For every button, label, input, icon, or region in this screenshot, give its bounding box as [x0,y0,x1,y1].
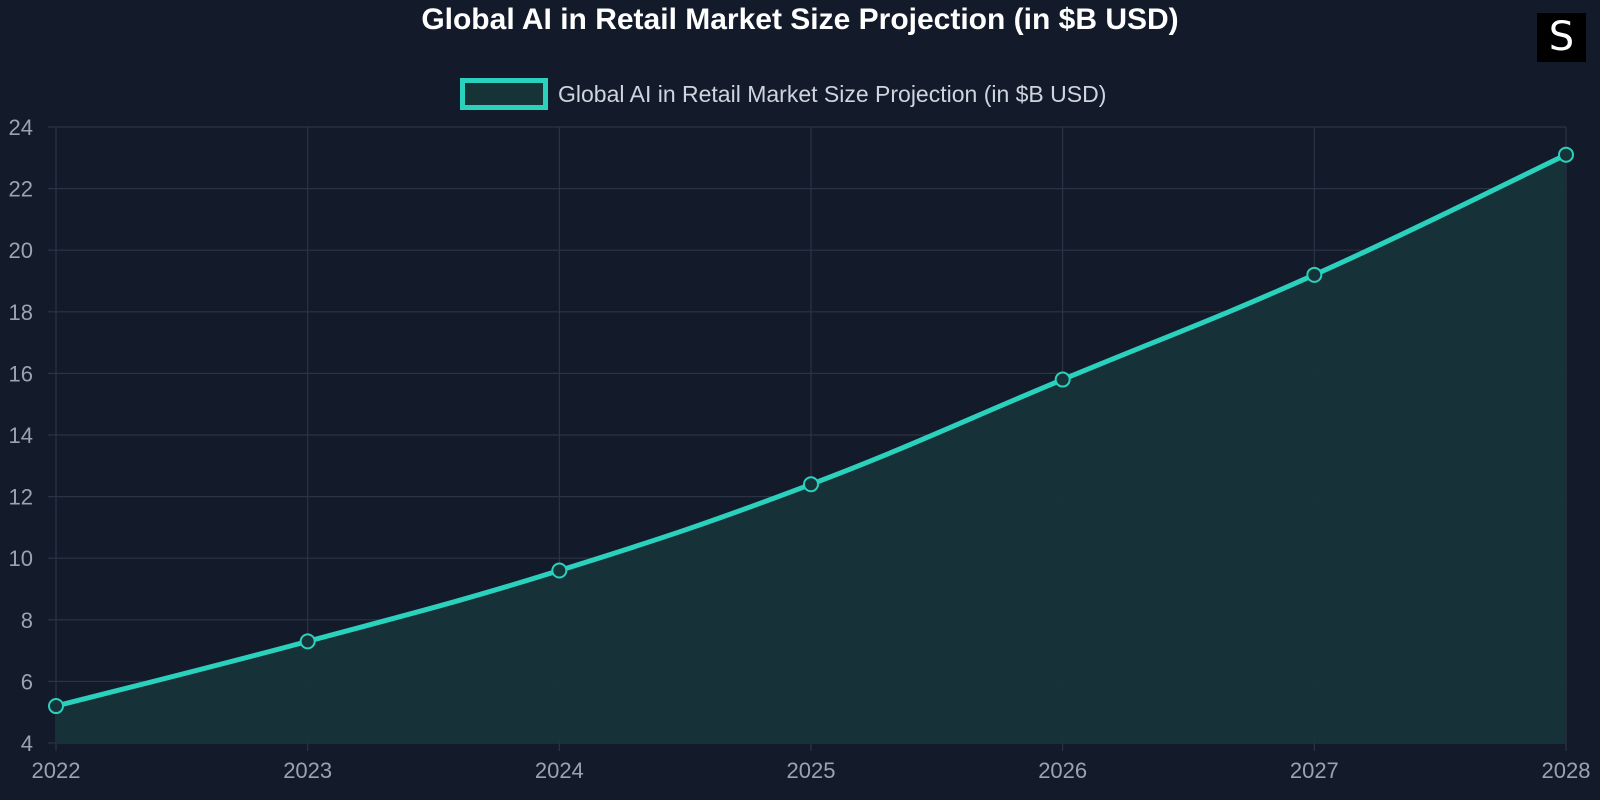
y-tick-label: 24 [9,115,33,140]
y-tick-label: 4 [21,731,33,756]
data-point[interactable] [1558,146,1574,163]
y-tick-label: 18 [9,300,33,325]
chart-title: Global AI in Retail Market Size Projecti… [421,3,1179,36]
data-point[interactable] [803,476,819,493]
point-layer [48,146,1574,715]
series-area [56,154,1566,744]
y-tick-label: 22 [9,177,33,202]
y-tick-label: 16 [9,361,33,386]
x-tick-label: 2023 [283,758,332,783]
legend-swatch [460,78,548,110]
x-tick-label: 2026 [1038,758,1087,783]
x-tick-label: 2024 [535,758,584,783]
y-tick-label: 20 [9,238,33,263]
legend-label: Global AI in Retail Market Size Projecti… [558,80,1107,107]
legend[interactable]: Global AI in Retail Market Size Projecti… [460,78,1107,110]
y-tick-label: 8 [21,608,33,633]
data-point[interactable] [1054,371,1071,388]
y-tick-label: 14 [9,423,33,448]
y-axis-ticks: 4 6 8 10 12 14 16 18 20 22 24 [9,115,33,756]
data-point[interactable] [1306,266,1323,283]
x-tick-label: 2028 [1542,758,1591,783]
y-tick-label: 10 [9,546,33,571]
x-tick-label: 2022 [32,758,81,783]
data-point[interactable] [551,562,568,579]
x-tick-label: 2025 [787,758,836,783]
x-axis-ticks: 2022 2023 2024 2025 2026 2027 2028 [32,758,1591,783]
x-tick-label: 2027 [1290,758,1339,783]
data-point[interactable] [48,698,64,715]
y-tick-label: 6 [21,669,33,694]
y-tick-label: 12 [9,485,33,510]
area-layer [56,154,1566,744]
logo-badge: S [1537,13,1586,62]
data-point[interactable] [299,633,316,650]
